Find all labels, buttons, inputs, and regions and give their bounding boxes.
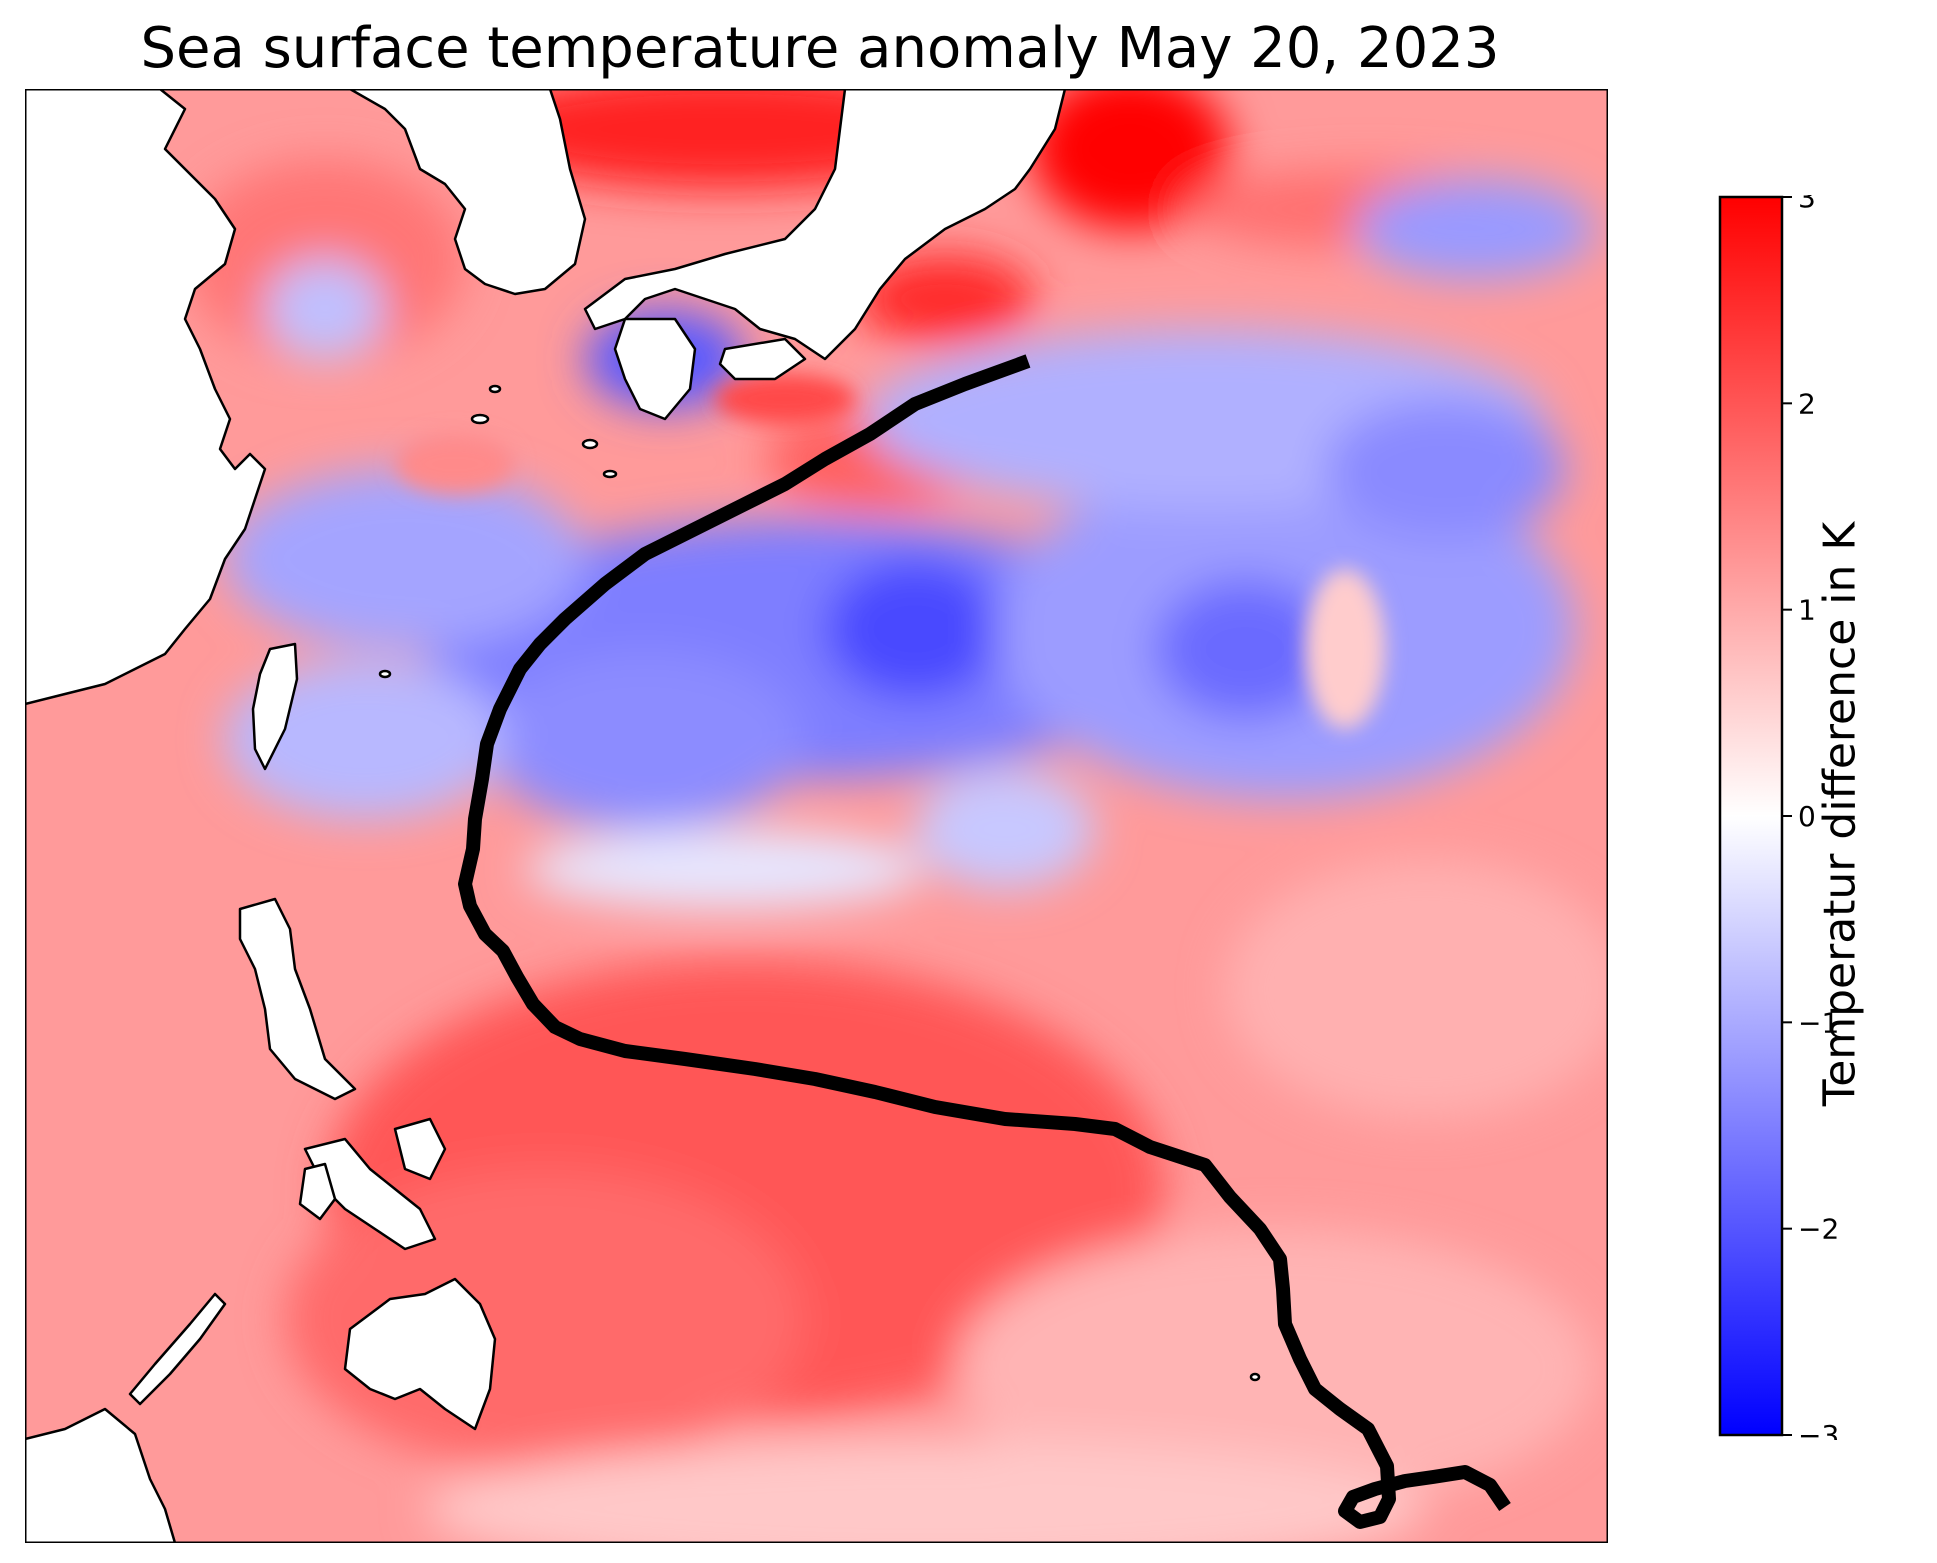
colorbar-ticks: 3 2 1 0 −1 −2 −3 [1782, 195, 1839, 1440]
kyushu-island [613, 317, 697, 421]
china-landmass [25, 89, 267, 706]
land-areas [25, 89, 1261, 1543]
colorbar-label: Temperatur difference in K [1814, 521, 1866, 1107]
palawan-island [128, 1292, 227, 1406]
typhoon-track [458, 354, 1511, 1529]
mindanao-island [343, 1277, 497, 1431]
panay-island [298, 1162, 337, 1221]
samar-island [393, 1117, 447, 1181]
shikoku-island [718, 337, 807, 381]
colorbar-gradient [1718, 195, 1784, 1437]
korea-landmass [348, 89, 587, 296]
colorbar-tick-label: 1 [1798, 594, 1816, 627]
luzon-island [238, 897, 357, 1101]
colorbar-tick-label: 2 [1798, 387, 1816, 420]
colorbar-tick-label: 3 [1798, 195, 1816, 214]
borneo-landmass [25, 1407, 177, 1543]
taiwan-island [251, 642, 299, 771]
map-panel [25, 89, 1608, 1543]
colorbar-tick-label: −3 [1798, 1419, 1839, 1440]
japan-landmass [583, 89, 1067, 361]
map-title: Sea surface temperature anomaly May 20, … [140, 16, 1500, 81]
colorbar-tick-label: −2 [1798, 1213, 1839, 1246]
visayas-islands [303, 1137, 437, 1251]
colorbar: 3 2 1 0 −1 −2 −3 [1718, 195, 1839, 1440]
colorbar-tick-label: −1 [1798, 1006, 1839, 1039]
colorbar-tick-label: 0 [1798, 800, 1816, 833]
